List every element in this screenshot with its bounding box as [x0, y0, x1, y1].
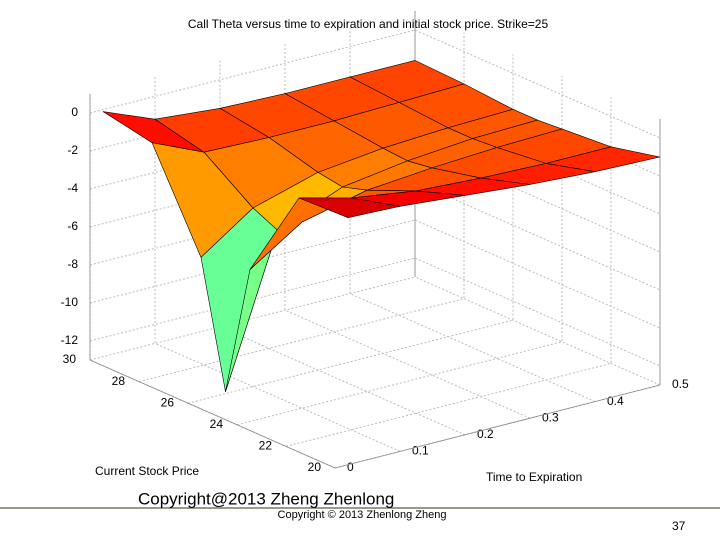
z-tick-label: 0	[71, 105, 78, 119]
x-tick-label: 0.2	[477, 427, 494, 441]
axis-line	[89, 359, 336, 469]
z-tick-label: -12	[61, 333, 79, 347]
chart-title: Call Theta versus time to expiration and…	[188, 17, 549, 31]
y-axis-label: Current Stock Price	[95, 464, 199, 478]
z-tick-label: -10	[61, 295, 79, 309]
watermark: Copyright@2013 Zheng Zhenlong	[138, 489, 394, 508]
y-tick-label: 24	[210, 417, 224, 431]
grid-line	[89, 143, 661, 253]
x-tick-label: 0.3	[542, 410, 559, 424]
z-tick-label: -8	[67, 257, 78, 271]
y-tick-label: 30	[63, 352, 77, 366]
grid-line	[154, 77, 401, 452]
surface-patch	[298, 197, 401, 218]
grid-line	[285, 97, 612, 447]
z-tick-label: -4	[67, 181, 78, 195]
y-tick-label: 20	[308, 460, 322, 474]
grid-line	[89, 257, 661, 367]
x-axis-label: Time to Expiration	[486, 470, 582, 484]
copyright: Copyright © 2013 Zhenlong Zheng	[277, 509, 447, 521]
grid-line	[89, 29, 661, 139]
z-tick-label: -6	[67, 219, 78, 233]
x-tick-label: 0	[347, 460, 354, 474]
grid-line	[89, 219, 661, 329]
y-tick-label: 22	[259, 439, 273, 453]
z-tick-label: -2	[67, 143, 78, 157]
grid-line	[89, 105, 661, 215]
grid-line	[89, 181, 661, 291]
y-tick-label: 26	[161, 395, 175, 409]
page-number: 37	[672, 519, 686, 533]
x-tick-label: 0.5	[672, 377, 689, 391]
axis-line	[334, 384, 661, 469]
y-tick-label: 28	[112, 374, 126, 388]
